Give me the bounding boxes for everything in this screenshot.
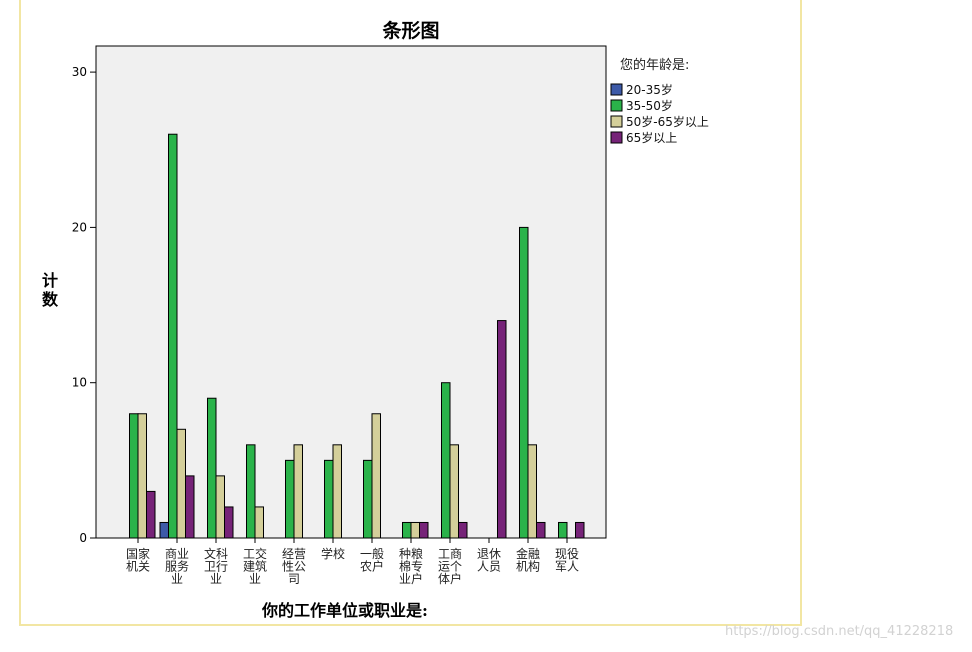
chart-title: 条形图 (382, 19, 439, 42)
category-label: 文科 (204, 546, 228, 561)
category-label: 人员 (477, 560, 501, 574)
y-axis-label: 计数 (42, 271, 59, 309)
bar (215, 475, 225, 539)
legend-entry: 35-50岁 (626, 98, 673, 113)
bar (458, 521, 468, 539)
bar (168, 133, 178, 539)
x-axis-label: 你的工作单位或职业是: (261, 601, 428, 620)
bar (159, 521, 169, 539)
bar (441, 382, 451, 539)
bar (419, 521, 429, 539)
bar (207, 397, 217, 539)
category-label: 金融 (516, 546, 540, 561)
bar (146, 490, 156, 539)
category-label: 国家 (126, 546, 150, 561)
bar (449, 444, 459, 539)
bar (363, 459, 373, 539)
bar (519, 226, 529, 539)
category-label: 退休 (477, 547, 501, 561)
legend-entry: 65岁以上 (626, 130, 677, 145)
legend-entry: 50岁-65岁以上 (626, 114, 709, 129)
category-label: 工商 (438, 546, 462, 561)
bar (527, 444, 537, 539)
legend-swatch (610, 99, 623, 112)
category-label: 种粮 (399, 546, 423, 561)
category-label: 卫行 (204, 560, 228, 574)
bar (558, 521, 568, 539)
y-tick-label: 30 (72, 65, 87, 79)
bar (410, 521, 420, 539)
category-label: 现役 (555, 546, 579, 561)
legend-swatch (610, 131, 623, 144)
bar (185, 475, 195, 539)
bars (129, 133, 585, 539)
category-label: 体户 (438, 571, 462, 586)
bar (285, 459, 295, 539)
category-label: 学校 (321, 546, 345, 561)
category-label: 性公 (282, 560, 306, 574)
bar (324, 459, 334, 539)
bar (224, 506, 234, 539)
y-axis-label-char: 数 (42, 290, 59, 309)
category-label: 司 (288, 572, 300, 586)
bar (536, 521, 546, 539)
legend-title: 您的年龄是: (620, 57, 689, 73)
category-label: 农户 (360, 559, 384, 574)
bar (129, 413, 139, 539)
category-label: 军人 (555, 560, 579, 574)
y-tick-label: 0 (79, 531, 87, 545)
category-label: 商业 (165, 546, 189, 561)
y-tick-label: 10 (72, 376, 87, 390)
bar (575, 521, 585, 539)
category-label: 业 (210, 572, 222, 586)
category-label: 棉专 (399, 559, 423, 574)
bar (137, 413, 147, 539)
legend-entry: 20-35岁 (626, 82, 673, 97)
category-label: 业户 (399, 571, 423, 586)
category-label: 工交 (243, 546, 267, 561)
bar (246, 444, 256, 539)
category-label: 机关 (126, 560, 150, 574)
bar (332, 444, 342, 539)
legend-swatch (610, 83, 623, 96)
category-label: 业 (171, 572, 183, 586)
bar (254, 506, 264, 539)
y-axis-label-char: 计 (42, 271, 58, 290)
y-tick-label: 20 (72, 220, 87, 234)
category-label: 机构 (516, 559, 540, 574)
category-label: 一般 (360, 546, 384, 561)
category-label: 运个 (438, 560, 462, 574)
bar (176, 428, 186, 539)
bar (293, 444, 303, 539)
category-label: 业 (249, 572, 261, 586)
bar (402, 521, 412, 539)
category-label: 服务 (165, 559, 189, 574)
bar (371, 413, 381, 539)
bar (497, 320, 507, 539)
watermark: https://blog.csdn.net/qq_41228218 (725, 624, 954, 639)
legend-swatch (610, 115, 623, 128)
category-label: 建筑 (243, 559, 267, 574)
category-label: 经营 (282, 547, 306, 561)
